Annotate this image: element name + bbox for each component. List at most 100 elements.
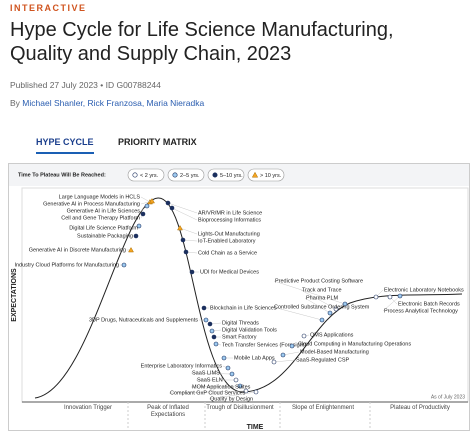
marker bbox=[132, 172, 138, 178]
marker bbox=[209, 328, 215, 334]
leader-line bbox=[382, 295, 401, 312]
marker bbox=[251, 171, 259, 178]
as-of: As of July 2023 bbox=[431, 394, 465, 400]
technology-label[interactable]: Generative AI in Discrete Manufacturing bbox=[29, 247, 126, 253]
marker bbox=[289, 343, 295, 349]
technology-label[interactable]: IoT-Enabled Laboratory bbox=[198, 238, 256, 244]
marker bbox=[136, 223, 142, 229]
marker bbox=[140, 211, 146, 217]
marker bbox=[165, 200, 171, 206]
marker bbox=[397, 293, 403, 299]
technology-label[interactable]: Electronic Batch Records bbox=[398, 301, 460, 307]
technology-label[interactable]: Model-Based Manufacturing bbox=[300, 349, 369, 355]
technology-label[interactable]: Mobile Lab Apps bbox=[234, 355, 275, 361]
leader-line bbox=[168, 390, 247, 394]
marker bbox=[133, 233, 139, 239]
byline: By Michael Shanler, Rick Franzosa, Maria… bbox=[10, 98, 204, 108]
marker bbox=[213, 341, 219, 347]
marker bbox=[280, 352, 286, 358]
technology-label[interactable]: Generative AI in Process Manufacturing bbox=[43, 201, 140, 207]
marker bbox=[189, 269, 195, 275]
legend-item[interactable]: 5–10 yrs. bbox=[220, 173, 243, 179]
technology-label[interactable]: Digital Threads bbox=[222, 320, 259, 326]
technology-label[interactable]: Cloud Computing in Manufacturing Operati… bbox=[298, 341, 411, 347]
technology-label[interactable]: Sustainable Packaging bbox=[77, 233, 133, 239]
marker bbox=[237, 383, 243, 389]
technology-label[interactable]: Generative AI in Life Sciences bbox=[67, 208, 141, 214]
leader-line bbox=[282, 351, 300, 356]
legend-item[interactable]: < 2 yrs. bbox=[140, 173, 159, 179]
technology-label[interactable]: Smart Factory bbox=[222, 334, 257, 340]
legend-button[interactable] bbox=[247, 168, 285, 182]
technology-label[interactable]: Predictive Product Costing Software bbox=[275, 278, 363, 284]
marker bbox=[203, 317, 209, 323]
technology-label[interactable]: Process Analytical Technology bbox=[384, 308, 458, 314]
marker bbox=[212, 172, 218, 178]
legend-title: Time To Plateau Will Be Reached: bbox=[18, 172, 106, 178]
marker bbox=[180, 237, 186, 243]
technology-label[interactable]: Pharma PLM bbox=[306, 295, 339, 301]
technology-label[interactable]: Industry Cloud Platforms for Manufacturi… bbox=[14, 262, 119, 268]
phase-dividers bbox=[127, 402, 371, 428]
x-axis-label: TIME bbox=[247, 424, 264, 431]
tab[interactable]: HYPE CYCLE bbox=[36, 137, 94, 154]
leader-line bbox=[190, 372, 233, 375]
kicker: INTERACTIVE bbox=[10, 3, 87, 13]
marker bbox=[207, 321, 213, 327]
technology-label[interactable]: Cell and Gene Therapy Platform bbox=[61, 215, 140, 221]
legend-button[interactable] bbox=[207, 168, 245, 182]
phase-label: Plateau of Productivity bbox=[390, 405, 450, 411]
technology-label[interactable]: AR/VR/MR in Life Science bbox=[198, 210, 262, 216]
marker bbox=[211, 334, 217, 340]
technology-label[interactable]: SaaS LIMS bbox=[192, 370, 220, 376]
legend-button[interactable] bbox=[127, 168, 165, 182]
technology-label[interactable]: Lights-Out Manufacturing bbox=[198, 231, 260, 237]
leader-line bbox=[208, 391, 257, 400]
leader-line bbox=[140, 196, 151, 203]
marker bbox=[201, 305, 207, 311]
technology-label[interactable]: SaaS ELN bbox=[197, 377, 223, 383]
leader-line bbox=[179, 227, 198, 235]
technology-label[interactable]: Blockchain in Life Sciences bbox=[210, 305, 277, 311]
technology-label[interactable]: Quality by Design bbox=[210, 396, 253, 402]
technology-label[interactable]: Controlled Substance Ordering System bbox=[274, 304, 370, 310]
technology-label[interactable]: Large Language Models in HCLS bbox=[59, 194, 141, 200]
technology-label[interactable]: Track and Trace bbox=[302, 287, 342, 293]
legend-item[interactable]: > 10 yrs. bbox=[260, 173, 282, 179]
technology-label[interactable]: Electronic Laboratory Notebooks bbox=[384, 287, 464, 293]
marker bbox=[128, 246, 134, 253]
authors[interactable]: Michael Shanler, Rick Franzosa, Maria Ni… bbox=[22, 98, 205, 108]
phase-label: Innovation Trigger bbox=[63, 405, 113, 411]
marker bbox=[373, 294, 379, 300]
marker bbox=[144, 203, 150, 209]
technology-label[interactable]: Digital Life Science Platform bbox=[69, 225, 138, 231]
technology-label[interactable]: UDI for Medical Devices bbox=[200, 269, 259, 275]
meta: Published 27 July 2023 • ID G00788244 bbox=[10, 80, 161, 90]
phase-label: Peak of Inflated Expectations bbox=[147, 405, 189, 418]
leader-line bbox=[167, 202, 198, 214]
leader-line bbox=[300, 289, 337, 310]
leader-line bbox=[272, 306, 323, 321]
hype-curve bbox=[34, 197, 463, 399]
legend-item[interactable]: 2–5 yrs. bbox=[180, 173, 200, 179]
technology-label[interactable]: Bioprocessing Informatics bbox=[198, 217, 261, 223]
technology-label[interactable]: QMS Applications bbox=[310, 332, 354, 338]
marker bbox=[172, 172, 178, 178]
leader-line bbox=[304, 297, 331, 314]
marker bbox=[221, 355, 227, 361]
technology-label[interactable]: Enterprise Laboratory Informatics bbox=[141, 363, 223, 369]
technology-label[interactable]: Cold Chain as a Service bbox=[198, 250, 257, 256]
technology-label[interactable]: SaaS-Regulated CSP bbox=[296, 357, 350, 363]
marker bbox=[327, 310, 333, 316]
marker bbox=[387, 294, 393, 300]
technology-label[interactable]: MOM Application Suites bbox=[192, 384, 251, 390]
technology-label[interactable]: Compliant GxP Cloud Services bbox=[170, 390, 246, 396]
tab[interactable]: PRIORITY MATRIX bbox=[118, 137, 197, 147]
marker bbox=[342, 301, 348, 307]
technology-label[interactable]: 3DP Drugs, Nutraceuticals and Supplement… bbox=[89, 317, 198, 323]
legend-button[interactable] bbox=[167, 168, 205, 182]
technology-label[interactable]: Tech Transfer Services (Foresight) bbox=[222, 342, 306, 348]
technology-label[interactable]: Digital Validation Tools bbox=[222, 327, 277, 333]
